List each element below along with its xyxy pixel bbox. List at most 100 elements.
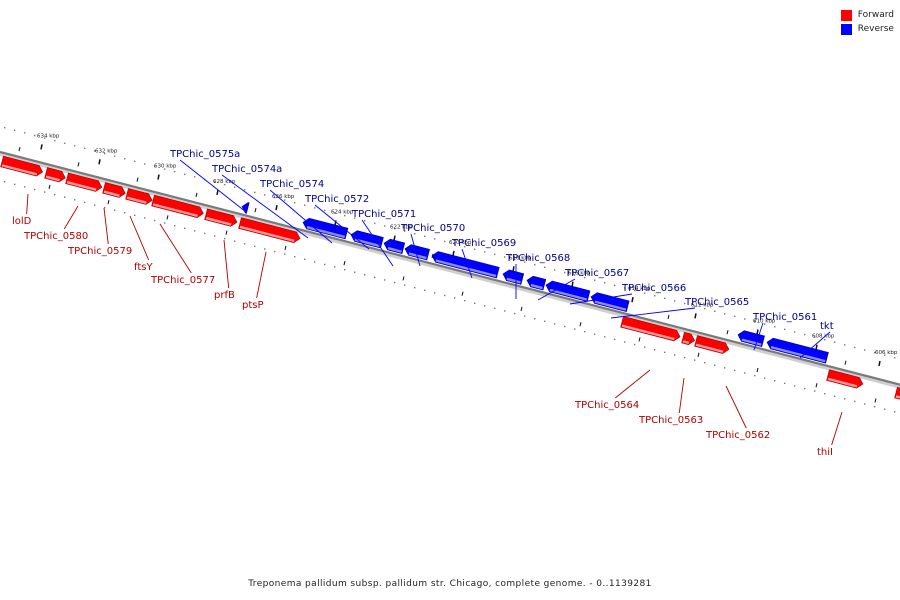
forward-label-leader — [129, 215, 150, 261]
forward-gene-label: TPChic_0580 — [23, 231, 88, 242]
genome-caption: Treponema pallidum subsp. pallidum str. … — [248, 579, 652, 589]
reverse-gene-label: TPChic_0574 — [259, 179, 324, 190]
minor-tick — [874, 398, 877, 403]
minor-tick — [844, 360, 847, 365]
ruler-label: 612 kbp — [691, 302, 714, 308]
genome-backbone — [0, 150, 900, 386]
ruler-tick — [98, 159, 101, 165]
ruler-label: 632 kbp — [95, 148, 118, 154]
forward-gene-label: TPChic_0562 — [705, 430, 770, 441]
ruler-tick — [275, 204, 278, 211]
forward-label-leader — [831, 411, 843, 446]
ruler-label: 626 kbp — [272, 194, 295, 200]
ruler-tick — [571, 281, 574, 287]
legend-forward-label: Forward — [857, 10, 894, 20]
minor-tick — [18, 147, 21, 152]
reverse-gene-arrow — [766, 337, 829, 364]
reverse-gene-label: TPChic_0569 — [451, 238, 516, 249]
reverse-gene-arrow — [241, 202, 250, 214]
reverse-gene-label: TPChic_0570 — [400, 223, 465, 234]
reverse-gene-label: TPChic_0572 — [304, 194, 369, 205]
ruler-tick — [631, 296, 634, 303]
forward-swatch — [840, 9, 852, 21]
ruler-label: 608 kbp — [812, 334, 835, 340]
forward-gene-label: TPChic_0577 — [150, 275, 215, 286]
forward-gene-label: thiI — [817, 447, 833, 458]
forward-gene-arrow — [125, 188, 153, 205]
forward-gene-arrow — [102, 182, 126, 198]
ruler-tick — [334, 220, 337, 226]
forward-gene-label: TPChic_0563 — [638, 415, 703, 426]
minor-tick — [520, 306, 523, 312]
ruler-label: 628 kbp — [213, 179, 236, 185]
reverse-label-leader — [753, 322, 764, 351]
reverse-label-leader — [361, 219, 394, 267]
forward-label-leader — [256, 251, 267, 299]
reverse-label-leader — [799, 331, 831, 359]
reverse-gene-label: TPChic_0568 — [505, 253, 570, 264]
minor-tick — [284, 245, 287, 251]
forward-label-leader — [26, 193, 29, 215]
upper-dotted-guide — [4, 127, 896, 359]
forward-label-leader — [63, 205, 79, 230]
minor-tick — [48, 184, 51, 190]
minor-tick — [697, 352, 700, 357]
minor-tick — [107, 200, 110, 205]
forward-gene-arrow — [694, 335, 730, 354]
forward-gene-label: prfB — [214, 290, 235, 301]
reverse-label-leader — [461, 248, 473, 279]
reverse-gene-arrow — [737, 330, 765, 347]
ruler-label: 620 kbp — [449, 240, 472, 246]
reverse-gene-arrow — [502, 269, 525, 285]
ruler-tick — [756, 329, 759, 335]
minor-tick — [726, 330, 729, 335]
legend: Forward Reverse — [840, 8, 894, 36]
reverse-label-leader — [569, 293, 633, 305]
ruler-label: 624 kbp — [331, 209, 354, 215]
ruler-label: 634 kbp — [37, 133, 60, 139]
forward-gene-arrow — [620, 316, 681, 342]
ruler-label: 622 kbp — [390, 225, 413, 231]
minor-tick — [225, 230, 228, 235]
reverse-swatch — [840, 23, 852, 35]
reverse-label-leader — [410, 233, 421, 267]
reverse-label-leader — [537, 278, 576, 301]
ruler-tick — [157, 174, 160, 180]
forward-label-leader — [678, 377, 685, 414]
reverse-gene-label: TPChic_0565 — [684, 297, 749, 308]
reverse-gene-arrow — [590, 292, 630, 312]
minor-tick — [77, 162, 80, 167]
reverse-label-leader — [314, 204, 370, 250]
reverse-label-leader — [179, 159, 247, 213]
ruler-label: 614 kbp — [628, 286, 651, 292]
forward-gene-arrow — [0, 155, 44, 177]
lower-dotted-guide — [4, 181, 896, 413]
backbone-shadow — [0, 152, 900, 389]
forward-label-leader — [725, 385, 747, 429]
forward-gene-label: ptsP — [242, 300, 264, 311]
reverse-label-leader — [610, 307, 696, 319]
reverse-gene-label: TPChic_0561 — [752, 312, 817, 323]
ruler-label: 618 kbp — [509, 255, 532, 261]
minor-tick — [461, 291, 464, 296]
reverse-gene-label: TPChic_0566 — [621, 283, 686, 294]
forward-gene-arrow — [894, 386, 900, 400]
reverse-gene-label: TPChic_0567 — [564, 268, 629, 279]
ruler-tick — [878, 360, 881, 367]
minor-tick — [667, 314, 670, 320]
ruler-label: 610 kbp — [753, 318, 776, 324]
minor-tick — [343, 261, 346, 266]
minor-tick — [756, 367, 759, 373]
minor-tick — [136, 177, 139, 182]
reverse-gene-label: TPChic_0575a — [169, 149, 240, 160]
minor-tick — [166, 215, 169, 220]
forward-gene-label: TPChic_0564 — [574, 400, 639, 411]
forward-label-leader — [614, 369, 651, 399]
forward-gene-arrow — [44, 167, 66, 183]
forward-gene-arrow — [238, 217, 301, 243]
forward-label-leader — [159, 223, 192, 274]
ruler-tick — [452, 250, 455, 256]
ruler-label: 606 kbp — [875, 350, 898, 356]
legend-reverse-label: Reverse — [857, 24, 894, 34]
